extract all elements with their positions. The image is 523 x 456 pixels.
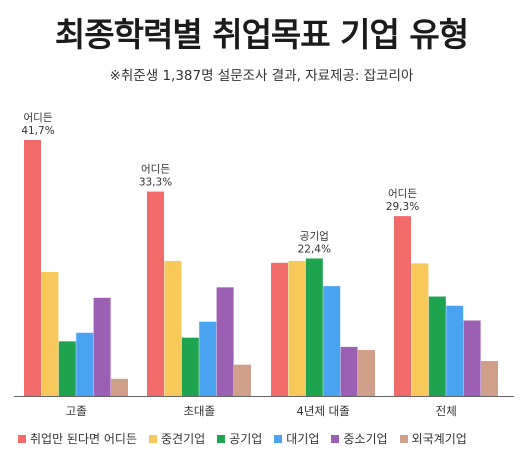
bar-3-1 bbox=[271, 262, 288, 396]
bar-2-2 bbox=[164, 260, 182, 396]
x-tick-label: 4년제 대졸 bbox=[297, 404, 350, 418]
legend-item: 중소기업 bbox=[331, 430, 388, 447]
bar-1-3 bbox=[58, 341, 76, 396]
legend-swatch bbox=[18, 434, 26, 443]
x-tick-label: 고졸 bbox=[66, 404, 87, 418]
legend-item: 공기업 bbox=[217, 430, 262, 447]
legend-item: 취업만 된다면 어디든 bbox=[18, 430, 137, 447]
bar-1-2 bbox=[41, 271, 59, 396]
legend-label: 중소기업 bbox=[343, 432, 388, 446]
legend-item: 중견기업 bbox=[149, 430, 205, 447]
legend-swatch bbox=[331, 434, 340, 443]
legend-label: 취업만 된다면 어디든 bbox=[30, 432, 137, 446]
legend-item: 외국계기업 bbox=[399, 430, 467, 447]
bar-3-4 bbox=[323, 286, 341, 396]
annotation-value: 29,3% bbox=[386, 201, 419, 213]
x-tick-label: 초대졸 bbox=[183, 404, 215, 418]
bar-4-1 bbox=[394, 216, 411, 396]
legend-item: 대기업 bbox=[274, 430, 319, 447]
annotation-label: 어디든 bbox=[141, 164, 170, 176]
annotation-value: 33,3% bbox=[139, 177, 172, 189]
bar-2-5 bbox=[216, 287, 234, 396]
legend-swatch bbox=[217, 434, 226, 443]
annotation-value: 22,4% bbox=[298, 243, 331, 255]
bar-2-1 bbox=[147, 191, 164, 396]
legend-label: 공기업 bbox=[229, 432, 263, 446]
bar-3-2 bbox=[288, 260, 306, 396]
bar-1-5 bbox=[93, 297, 111, 396]
bar-3-6 bbox=[358, 349, 375, 396]
bar-4-6 bbox=[481, 361, 498, 396]
bar-2-4 bbox=[199, 321, 217, 396]
legend-swatch bbox=[149, 434, 157, 443]
legend-label: 대기업 bbox=[286, 432, 320, 446]
bar-4-4 bbox=[446, 305, 464, 396]
bar-4-3 bbox=[428, 296, 446, 396]
bar-3-3 bbox=[305, 258, 323, 396]
bar-1-4 bbox=[76, 332, 94, 396]
bar-4-5 bbox=[463, 320, 481, 396]
bar-4-2 bbox=[411, 263, 429, 396]
bar-2-6 bbox=[234, 364, 251, 396]
bar-3-5 bbox=[340, 346, 358, 396]
legend-label: 중견기업 bbox=[161, 432, 206, 446]
bar-1-6 bbox=[111, 378, 128, 396]
chart-legend: 취업만 된다면 어디든 중견기업 공기업 대기업 중소기업 외국계기업 bbox=[18, 430, 518, 447]
annotation-value: 41,7% bbox=[21, 125, 54, 137]
chart-title: 최종학력별 취업목표 기업 유형 bbox=[54, 15, 469, 54]
annotation-label: 어디든 bbox=[388, 188, 417, 200]
legend-swatch bbox=[399, 434, 408, 443]
x-tick-label: 전체 bbox=[436, 404, 457, 418]
chart-subtitle: ※취준생 1,387명 설문조사 결과, 자료제공: 잡코리아 bbox=[109, 68, 414, 84]
bar-2-3 bbox=[181, 337, 199, 396]
legend-swatch bbox=[274, 434, 283, 443]
annotation-label: 어디든 bbox=[24, 112, 53, 124]
legend-label: 외국계기업 bbox=[411, 432, 467, 446]
bar-1-1 bbox=[24, 140, 41, 396]
annotation-label: 공기업 bbox=[300, 229, 329, 242]
